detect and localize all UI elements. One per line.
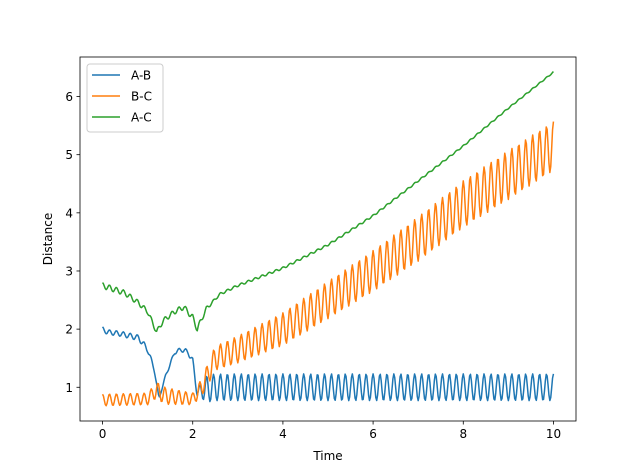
x-tick-label: 8 bbox=[459, 427, 467, 441]
x-tick-label: 2 bbox=[189, 427, 197, 441]
legend-box bbox=[86, 63, 164, 133]
legend-label-a-c: A-C bbox=[131, 111, 152, 125]
y-tick-label: 2 bbox=[65, 323, 73, 337]
y-tick-label: 1 bbox=[65, 381, 73, 395]
x-tick-label: 0 bbox=[99, 427, 107, 441]
y-tick-label: 6 bbox=[65, 90, 73, 104]
plot-frame bbox=[79, 56, 577, 422]
series-line-a-c bbox=[101, 71, 554, 333]
x-axis-label: Time bbox=[312, 449, 342, 463]
y-tick-label: 3 bbox=[65, 264, 73, 278]
legend-label-a-b: A-B bbox=[131, 69, 151, 83]
series-line-b-c bbox=[101, 121, 555, 407]
series-line-a-b bbox=[101, 326, 555, 403]
x-tick-label: 10 bbox=[546, 427, 561, 441]
y-tick-label: 4 bbox=[65, 206, 73, 220]
legend: A-B B-C A-C bbox=[86, 63, 164, 133]
y-axis-label: Distance bbox=[41, 213, 55, 265]
x-tick-label: 6 bbox=[369, 427, 377, 441]
x-tick-label: 4 bbox=[279, 427, 287, 441]
legend-label-b-c: B-C bbox=[131, 90, 152, 104]
series-layer bbox=[101, 71, 555, 407]
y-tick-label: 5 bbox=[65, 148, 73, 162]
